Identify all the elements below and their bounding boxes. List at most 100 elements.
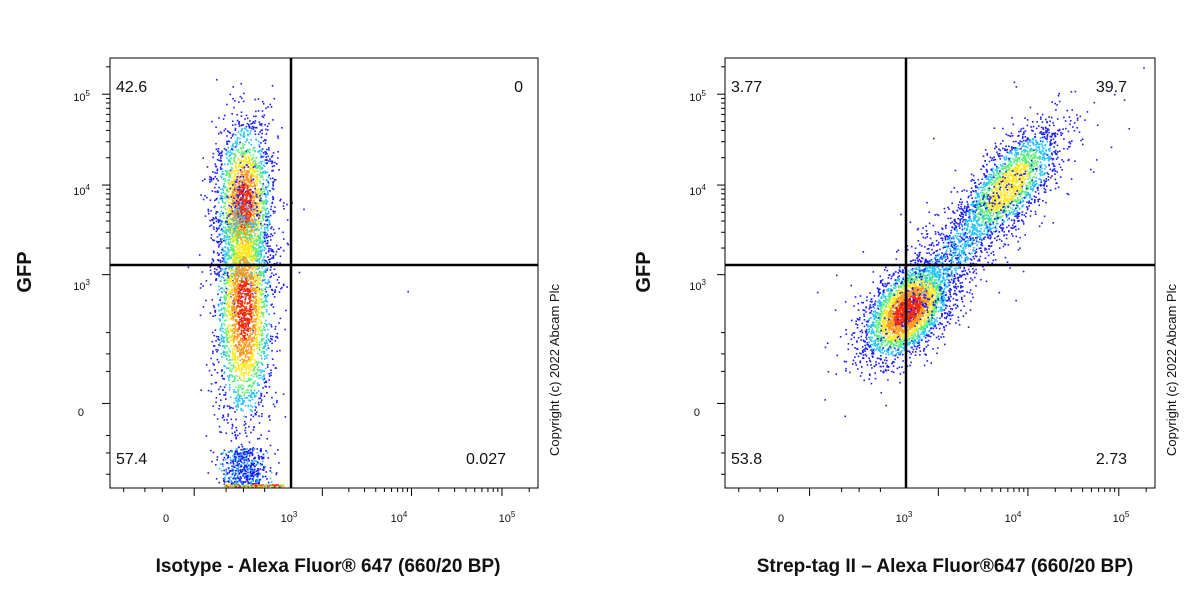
event-dot bbox=[251, 268, 254, 270]
event-dot bbox=[249, 360, 252, 362]
event-dot bbox=[258, 145, 261, 148]
event-dot bbox=[264, 240, 266, 243]
event-dot bbox=[250, 177, 253, 179]
event-dot bbox=[235, 437, 237, 440]
event-dot bbox=[258, 289, 260, 292]
event-dot bbox=[251, 365, 253, 368]
event-dot bbox=[244, 322, 247, 325]
event-dot bbox=[263, 226, 266, 229]
event-dot bbox=[245, 128, 248, 131]
event-dot bbox=[253, 314, 256, 316]
event-dot bbox=[235, 298, 238, 301]
event-dot bbox=[256, 314, 258, 316]
event-dot bbox=[270, 248, 272, 250]
event-dot bbox=[256, 368, 259, 371]
event-dot bbox=[249, 408, 252, 411]
event-dot bbox=[222, 273, 225, 276]
event-dot bbox=[259, 240, 262, 242]
event-dot bbox=[231, 186, 233, 188]
event-dot bbox=[262, 338, 264, 341]
event-dot bbox=[253, 199, 255, 201]
event-dot bbox=[250, 306, 252, 308]
event-dot bbox=[263, 202, 266, 205]
event-dot bbox=[236, 345, 238, 347]
event-dot bbox=[245, 248, 247, 250]
event-dot bbox=[230, 222, 233, 225]
event-dot bbox=[223, 288, 225, 291]
event-dot bbox=[266, 207, 268, 210]
event-dot bbox=[261, 210, 264, 212]
event-dot bbox=[264, 232, 266, 235]
event-dot bbox=[250, 192, 252, 194]
event-dot bbox=[242, 145, 244, 147]
event-dot bbox=[244, 432, 247, 434]
event-dot bbox=[266, 233, 269, 236]
event-dot bbox=[201, 179, 204, 182]
event-dot bbox=[252, 287, 254, 289]
event-dot bbox=[232, 310, 235, 312]
event-dot bbox=[224, 476, 226, 479]
event-dot bbox=[247, 213, 249, 216]
event-dot bbox=[231, 191, 234, 193]
event-dot bbox=[238, 159, 240, 161]
event-dot bbox=[239, 288, 241, 291]
event-dot bbox=[241, 301, 244, 303]
event-dot bbox=[260, 199, 262, 202]
event-dot bbox=[210, 357, 212, 360]
event-dot bbox=[211, 218, 213, 221]
event-dot bbox=[234, 354, 237, 357]
event-dot bbox=[252, 349, 255, 351]
event-dot bbox=[218, 309, 220, 312]
event-dot bbox=[215, 183, 217, 185]
event-dot bbox=[239, 432, 241, 435]
event-dot bbox=[244, 118, 246, 120]
event-dot bbox=[243, 270, 245, 273]
event-dot bbox=[263, 300, 266, 302]
event-dot bbox=[240, 240, 242, 242]
event-dot bbox=[238, 163, 240, 165]
event-dot bbox=[251, 288, 254, 291]
event-dot bbox=[243, 236, 245, 238]
event-dot bbox=[237, 197, 239, 200]
event-dot bbox=[246, 210, 249, 212]
event-dot bbox=[241, 124, 244, 126]
event-dot bbox=[261, 173, 263, 175]
event-dot bbox=[202, 157, 205, 159]
event-dot bbox=[227, 347, 230, 350]
event-dot bbox=[250, 190, 253, 193]
event-dot bbox=[265, 336, 268, 339]
event-dot bbox=[205, 435, 208, 437]
event-dot bbox=[250, 309, 253, 311]
event-dot bbox=[234, 397, 237, 399]
event-dot bbox=[239, 223, 242, 226]
event-dot bbox=[253, 183, 256, 186]
event-dot bbox=[282, 284, 285, 287]
event-dot bbox=[245, 214, 247, 217]
event-dot bbox=[233, 176, 236, 178]
event-dot bbox=[267, 245, 269, 247]
event-dot bbox=[216, 197, 218, 200]
event-dot bbox=[246, 223, 249, 226]
event-dot bbox=[212, 177, 215, 180]
event-dot bbox=[257, 288, 259, 290]
event-dot bbox=[240, 166, 242, 168]
event-dot bbox=[228, 309, 230, 312]
event-dot bbox=[263, 165, 266, 167]
event-dot bbox=[218, 304, 220, 306]
event-dot bbox=[242, 340, 244, 343]
event-dot bbox=[242, 403, 244, 405]
event-dot bbox=[236, 137, 239, 139]
event-dot bbox=[265, 325, 268, 327]
event-dot bbox=[230, 345, 233, 348]
event-dot bbox=[235, 173, 237, 175]
event-dot bbox=[241, 153, 244, 155]
event-dot bbox=[222, 118, 225, 120]
event-dot bbox=[229, 149, 232, 152]
event-dot bbox=[266, 192, 269, 194]
event-dot bbox=[247, 243, 250, 245]
event-dot bbox=[231, 188, 234, 190]
event-dot bbox=[257, 215, 259, 217]
event-dot bbox=[229, 334, 231, 337]
event-dot bbox=[217, 361, 220, 363]
event-dot bbox=[264, 153, 267, 155]
